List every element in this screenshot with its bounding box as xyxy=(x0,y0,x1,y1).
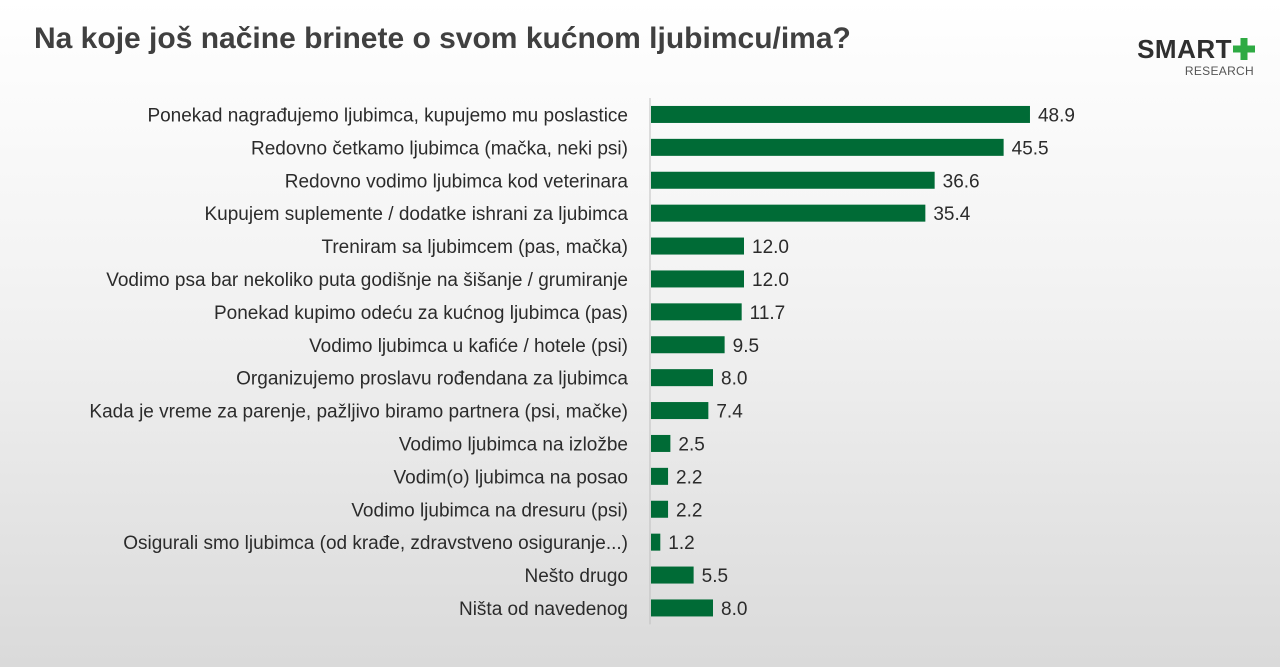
bar xyxy=(651,533,661,551)
category-label: Ponekad nagrađujemo ljubimca, kupujemo m… xyxy=(147,105,628,126)
category-label: Treniram sa ljubimcem (pas, mačka) xyxy=(321,237,628,258)
value-label: 35.4 xyxy=(933,204,970,225)
bar xyxy=(651,566,694,584)
bar xyxy=(651,204,926,222)
bar xyxy=(651,434,671,452)
value-label: 9.5 xyxy=(733,336,759,357)
bar xyxy=(651,402,709,420)
bar xyxy=(651,336,725,354)
category-label: Organizujemo proslavu rođendana za ljubi… xyxy=(236,369,628,390)
category-label: Vodimo ljubimca na izložbe xyxy=(399,434,628,455)
logo-wordmark: SMART xyxy=(1137,34,1232,64)
bar xyxy=(651,303,742,321)
category-label: Redovno vodimo ljubimca kod veterinara xyxy=(285,171,629,192)
category-label: Vodim(o) ljubimca na posao xyxy=(394,467,628,488)
category-label: Redovno četkamo ljubimca (mačka, neki ps… xyxy=(251,138,628,159)
value-label: 7.4 xyxy=(716,402,743,423)
value-label: 48.9 xyxy=(1038,105,1075,126)
bar xyxy=(651,105,1030,123)
bar xyxy=(651,500,669,518)
value-label: 12.0 xyxy=(752,237,789,258)
bar xyxy=(651,171,935,189)
category-label: Ništa od navedenog xyxy=(459,599,628,620)
value-label: 36.6 xyxy=(943,171,980,192)
value-label: 8.0 xyxy=(721,599,747,620)
plus-icon xyxy=(1233,38,1255,60)
bar xyxy=(651,270,744,288)
category-label: Vodimo psa bar nekoliko puta godišnje na… xyxy=(106,270,628,291)
bar xyxy=(651,369,713,387)
value-label: 11.7 xyxy=(750,303,786,324)
page-title: Na koje još načine brinete o svom kućnom… xyxy=(34,22,851,55)
bar xyxy=(651,599,713,617)
value-label: 2.2 xyxy=(676,500,702,521)
category-label: Vodimo ljubimca na dresuru (psi) xyxy=(351,500,628,521)
category-label: Osigurali smo ljubimca (od krađe, zdravs… xyxy=(123,533,628,554)
category-label: Vodimo ljubimca u kafiće / hotele (psi) xyxy=(309,336,628,357)
bar xyxy=(651,138,1004,156)
value-label: 5.5 xyxy=(702,566,728,587)
bar xyxy=(651,467,669,485)
value-label: 45.5 xyxy=(1012,138,1049,159)
category-label: Nešto drugo xyxy=(524,566,628,587)
value-label: 8.0 xyxy=(721,369,747,390)
value-label: 1.2 xyxy=(668,533,694,554)
bar xyxy=(651,237,744,255)
smart-research-logo: SMART RESEARCH xyxy=(1124,34,1256,80)
category-label: Ponekad kupimo odeću za kućnog ljubimca … xyxy=(214,303,628,324)
category-label: Kada je vreme za parenje, pažljivo biram… xyxy=(89,402,628,423)
value-label: 2.2 xyxy=(676,467,702,488)
logo-subtitle: RESEARCH xyxy=(1184,64,1254,78)
category-label: Kupujem suplemente / dodatke ishrani za … xyxy=(204,204,628,225)
value-label: 2.5 xyxy=(678,434,704,455)
value-label: 12.0 xyxy=(752,270,789,291)
